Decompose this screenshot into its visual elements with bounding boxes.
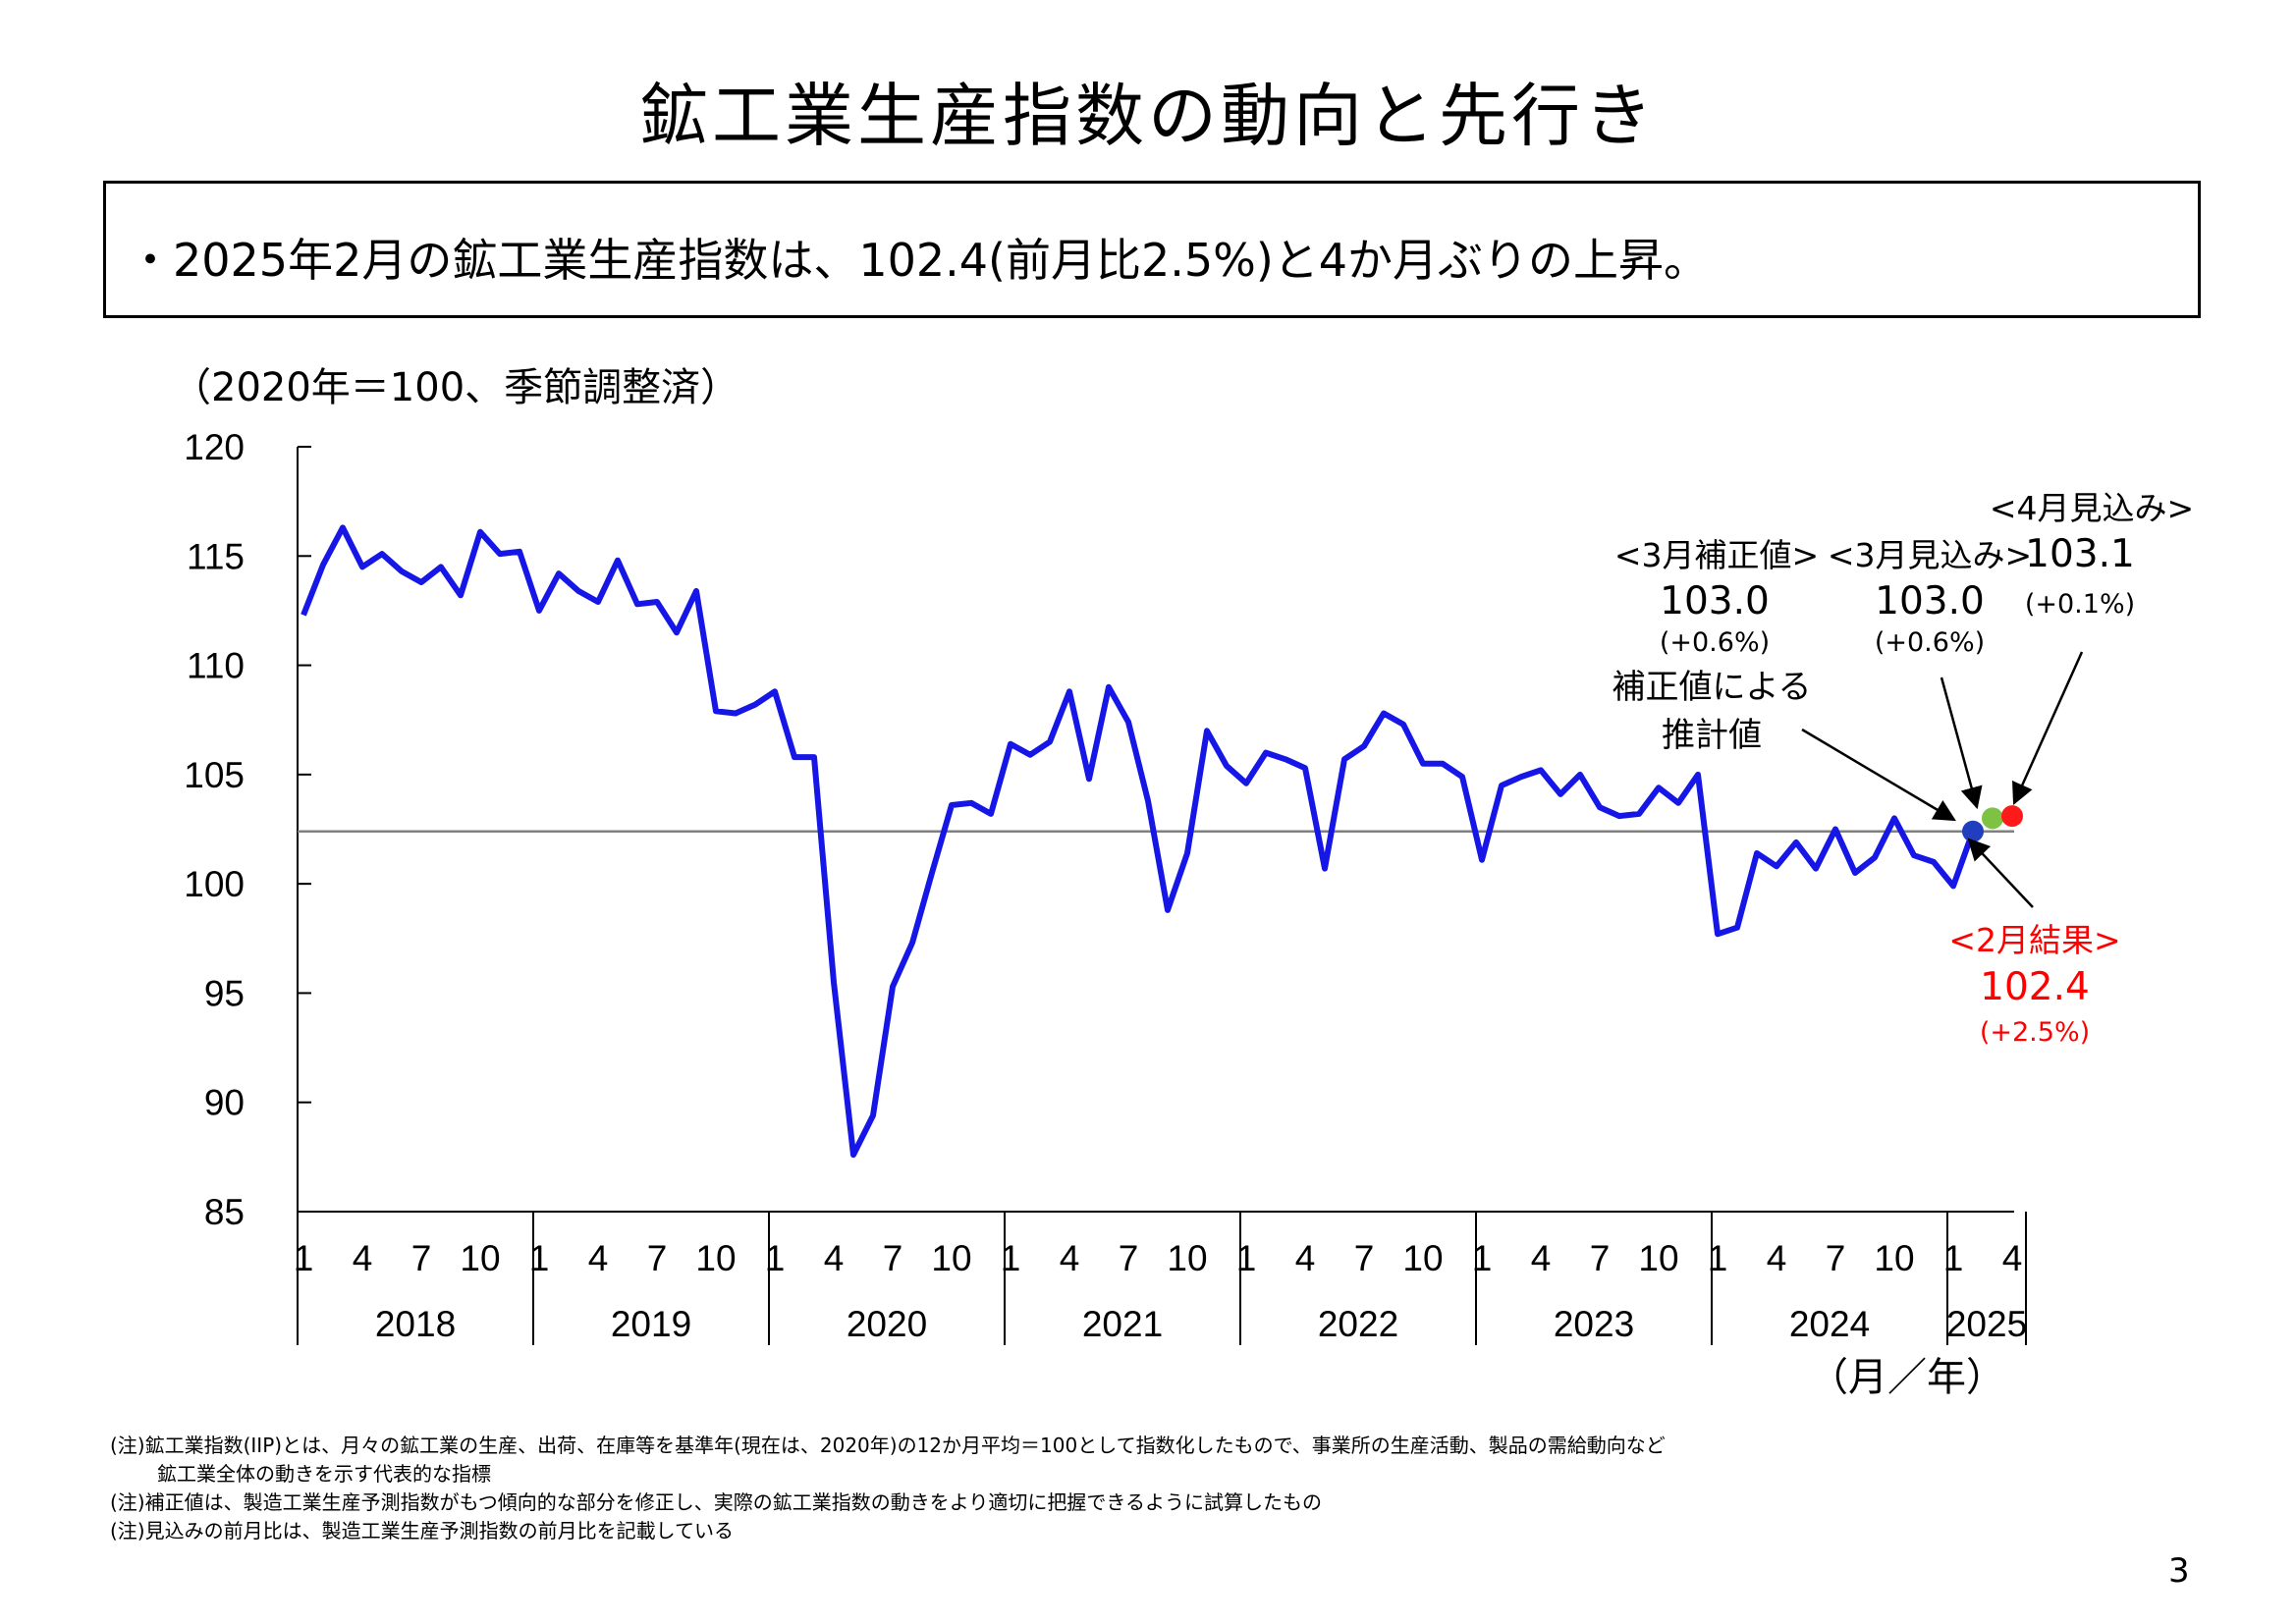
x-month-tick-label: 1: [765, 1238, 786, 1278]
march-forecast-label: <3月見込み>: [1828, 536, 2032, 574]
summary-text: ・2025年2月の鉱工業生産指数は、102.4(前月比2.5%)と4か月ぶりの上…: [128, 234, 1710, 287]
y-tick-label: 90: [204, 1083, 245, 1123]
april-forecast-arrow: [2012, 651, 2084, 806]
footnote-1: (注)鉱工業指数(IIP)とは、月々の鉱工業の生産、出荷、在庫等を基準年(現在は…: [110, 1434, 1666, 1457]
y-tick-label: 115: [187, 536, 245, 576]
footnote-1-cont: 鉱工業全体の動きを示す代表的な指標: [157, 1462, 491, 1486]
feb-result-change: (+2.5%): [1980, 1017, 2090, 1048]
march-forecast-change: (+0.6%): [1875, 627, 1985, 658]
series-line: [301, 524, 1976, 1159]
x-month-tick-label: 7: [647, 1238, 668, 1278]
april-forecast-change: (+0.1%): [2025, 589, 2135, 620]
x-month-tick-label: 1: [1236, 1238, 1257, 1278]
data-markers: [1962, 805, 2023, 842]
x-month-tick-label: 10: [1167, 1238, 1207, 1278]
x-month-tick-label: 10: [1638, 1238, 1678, 1278]
y-tick-label: 110: [187, 646, 245, 686]
y-tick-label: 120: [184, 427, 245, 467]
x-month-tick-label: 4: [1060, 1238, 1080, 1278]
x-month-tick-label: 7: [1354, 1238, 1375, 1278]
x-month-tick-label: 10: [695, 1238, 736, 1278]
april-forecast-label: <4月見込み>: [1990, 489, 2194, 527]
y-tick-label: 85: [204, 1192, 245, 1232]
y-tick-label: 105: [184, 755, 245, 795]
y-tick-label: 95: [204, 973, 245, 1013]
x-year-label: 2021: [1082, 1304, 1163, 1344]
estimate-arrow: [1801, 728, 1956, 822]
x-month-tick-label: 1: [1708, 1238, 1728, 1278]
estimate-note-line1: 補正値による: [1613, 668, 1812, 707]
x-year-label: 2022: [1318, 1304, 1398, 1344]
x-month-tick-label: 4: [824, 1238, 845, 1278]
march-forecast-value: 103.0: [1875, 579, 1985, 623]
x-month-tick-label: 4: [588, 1238, 609, 1278]
actual-point-marker: [1962, 820, 1984, 842]
x-month-tick-label: 4: [1767, 1238, 1787, 1278]
x-year-label: 2024: [1789, 1304, 1870, 1344]
march-forecast-arrow: [1940, 677, 1983, 810]
corrected-point-marker: [1982, 807, 2003, 830]
x-month-tick-label: 7: [1119, 1238, 1139, 1278]
x-month-tick-label: 7: [411, 1238, 432, 1278]
x-month-tick-label: 4: [353, 1238, 373, 1278]
x-month-tick-label: 1: [294, 1238, 314, 1278]
chart-axes: [297, 447, 2014, 1345]
footnote-3: (注)見込みの前月比は、製造工業生産予測指数の前月比を記載している: [110, 1519, 735, 1543]
estimate-note-line2: 推計値: [1662, 716, 1762, 755]
page-title: 鉱工業生産指数の動向と先行き: [639, 76, 1657, 156]
x-year-label: 2018: [375, 1304, 456, 1344]
footnote-2: (注)補正値は、製造工業生産予測指数がもつ傾向的な部分を修正し、実際の鉱工業指数…: [110, 1490, 1323, 1514]
april-forecast-value: 103.1: [2025, 532, 2135, 576]
x-month-tick-label: 1: [1943, 1238, 1964, 1278]
x-year-label: 2019: [611, 1304, 691, 1344]
annotations: <3月補正値> 103.0 (+0.6%) <3月見込み> 103.0 (+0.…: [1613, 489, 2195, 1048]
x-month-tick-label: 1: [529, 1238, 550, 1278]
x-year-label: 2020: [847, 1304, 927, 1344]
x-month-tick-label: 10: [1874, 1238, 1914, 1278]
x-month-tick-label: 4: [1295, 1238, 1316, 1278]
x-month-tick-label: 10: [1402, 1238, 1443, 1278]
corrected-value: 103.0: [1660, 579, 1770, 623]
forecast-point-marker: [2001, 805, 2023, 828]
x-month-tick-label: 1: [1001, 1238, 1021, 1278]
x-month-tick-label: 7: [883, 1238, 903, 1278]
x-month-tick-label: 4: [2002, 1238, 2023, 1278]
x-month-tick-label: 10: [931, 1238, 971, 1278]
x-month-tick-label: 10: [460, 1238, 500, 1278]
summary-box: ・2025年2月の鉱工業生産指数は、102.4(前月比2.5%)と4か月ぶりの上…: [103, 181, 2201, 318]
x-axis-label: （月／年）: [1809, 1355, 2005, 1400]
corrected-change: (+0.6%): [1660, 627, 1770, 658]
y-axis-ticks: 120 115 110 105 100 95 90 85: [184, 427, 311, 1232]
feb-result-arrow: [1967, 838, 2034, 908]
x-month-tick-label: 1: [1472, 1238, 1493, 1278]
x-month-tick-label: 7: [1826, 1238, 1846, 1278]
corrected-label: <3月補正値>: [1614, 536, 1819, 574]
y-tick-label: 100: [184, 864, 245, 904]
unit-label: （2020年＝100、季節調整済）: [172, 365, 740, 410]
footnotes: (注)鉱工業指数(IIP)とは、月々の鉱工業の生産、出荷、在庫等を基準年(現在は…: [110, 1432, 1666, 1545]
x-year-label: 2023: [1554, 1304, 1634, 1344]
feb-result-label: <2月結果>: [1948, 921, 2120, 959]
feb-result-value: 102.4: [1980, 965, 2090, 1009]
page-number: 3: [2168, 1551, 2190, 1591]
x-month-tick-label: 4: [1531, 1238, 1552, 1278]
x-year-label: 2025: [1946, 1304, 2027, 1344]
x-month-tick-label: 7: [1590, 1238, 1611, 1278]
